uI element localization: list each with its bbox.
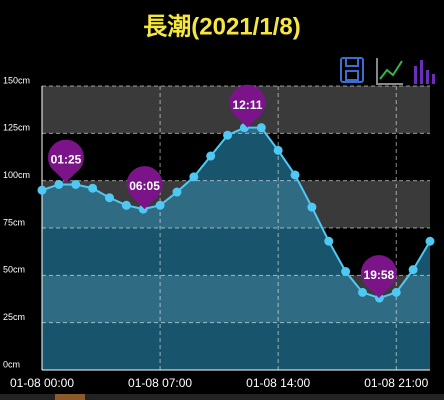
pin-label: 12:11 xyxy=(232,98,262,112)
x-tick-label: 01-08 07:00 xyxy=(128,376,192,390)
data-point xyxy=(307,202,317,212)
y-tick-label: 150cm xyxy=(3,75,30,85)
tide-pin xyxy=(229,84,266,128)
tide-pin xyxy=(47,139,84,183)
y-tick-label: 125cm xyxy=(3,123,30,133)
line-chart-icon[interactable] xyxy=(376,58,403,85)
data-point xyxy=(54,179,64,189)
y-tick-label: 100cm xyxy=(3,170,30,180)
bottom-tab[interactable] xyxy=(55,394,85,400)
data-point xyxy=(155,200,165,210)
data-point xyxy=(172,187,182,197)
save-icon[interactable] xyxy=(340,57,364,83)
y-tick-label: 50cm xyxy=(3,265,25,275)
data-point xyxy=(206,151,216,161)
data-point xyxy=(408,265,418,275)
tide-pin xyxy=(126,166,163,210)
data-point xyxy=(88,183,98,193)
pin-label: 01:25 xyxy=(51,153,82,167)
data-point xyxy=(189,172,199,182)
pin-label: 19:58 xyxy=(364,268,395,282)
data-point xyxy=(358,287,368,297)
y-tick-label: 25cm xyxy=(3,312,25,322)
data-point xyxy=(104,193,114,203)
pin-label: 06:05 xyxy=(129,179,160,193)
x-tick-label: 01-08 14:00 xyxy=(246,376,310,390)
data-point xyxy=(324,236,334,246)
data-point xyxy=(121,200,131,210)
data-point xyxy=(341,267,351,277)
bar-chart-icon[interactable] xyxy=(414,60,435,84)
x-tick-label: 01-08 00:00 xyxy=(10,376,74,390)
bottom-bar xyxy=(0,394,444,400)
x-tick-label: 01-08 21:00 xyxy=(364,376,428,390)
chart-title: 長潮(2021/1/8) xyxy=(143,13,300,40)
data-point xyxy=(71,179,81,189)
data-point xyxy=(223,130,233,140)
y-tick-label: 75cm xyxy=(3,217,25,227)
data-point xyxy=(425,236,435,246)
data-point xyxy=(273,145,283,155)
data-point xyxy=(391,287,401,297)
tide-pin xyxy=(360,255,397,299)
data-point xyxy=(290,170,300,180)
area xyxy=(42,127,430,370)
data-point xyxy=(256,123,266,133)
y-tick-label: 0cm xyxy=(3,359,20,369)
data-point xyxy=(37,185,47,195)
